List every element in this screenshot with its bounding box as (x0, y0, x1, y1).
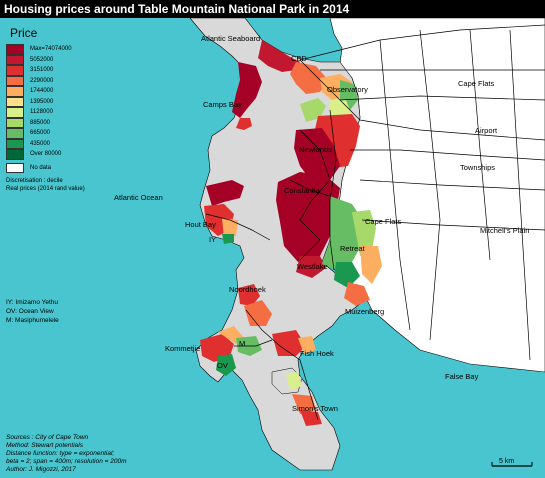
legend-class: 1395000 (6, 96, 126, 107)
legend-class-label: 1395000 (30, 98, 54, 105)
legend-note: Discretisation : decile Real prices (201… (6, 177, 126, 193)
abbr-iy: IY: Imizamo Yethu (6, 299, 59, 306)
legend-swatch (6, 65, 24, 76)
place-noordhoek: Noordhoek (229, 285, 266, 294)
credit-author: Author: J. Migozzi, 2017 (6, 466, 76, 473)
place-iy: IY (209, 235, 216, 244)
legend-swatch (6, 149, 24, 160)
place-mitchells-plain: Mitchell's Plain (480, 226, 529, 235)
place-townships: Townships (460, 163, 495, 172)
place-fish-hoek: Fish Hoek (300, 349, 334, 358)
road-network (205, 24, 545, 421)
legend-swatch (6, 54, 24, 65)
place-atlantic-seaboard: Atlantic Seaboard (201, 34, 260, 43)
map-svg: Atlantic Seaboard CBD Observatory Camps … (0, 17, 545, 478)
legend-class-label: 435000 (30, 140, 51, 147)
legend-swatch (6, 44, 24, 55)
place-kommetjie: Kommetjie (165, 344, 200, 353)
legend-class: 3151000 (6, 65, 126, 76)
legend-swatch (6, 75, 24, 86)
place-newlands: Newlands (299, 145, 332, 154)
legend-class-label: 1744000 (30, 88, 54, 95)
place-constantia: Constantia (284, 186, 321, 195)
place-cape-flats-small: Cape Flats (365, 217, 402, 226)
legend-class-label: 665000 (30, 130, 51, 137)
legend-class: 2290000 (6, 75, 126, 86)
legend-title: Price (10, 26, 38, 40)
legend-class-label: 3151000 (30, 67, 54, 74)
legend-class: Max=74074000 (6, 44, 126, 55)
credit-method: Method: Stewart potentials (6, 442, 83, 449)
credit-sources: Sources : City of Cape Town (6, 434, 89, 441)
legend-class: 435000 (6, 138, 126, 149)
legend: Price Max=74074000 5052000 3151000 2290000 1… (6, 26, 126, 193)
abbr-m: M: Masiphumelele (6, 317, 59, 324)
legend-class: 1744000 (6, 86, 126, 97)
legend-class: 1128000 (6, 107, 126, 118)
place-ov: OV (217, 361, 228, 370)
abbr-ov: OV: Ocean View (6, 308, 54, 315)
legend-nodata-swatch (6, 162, 24, 173)
legend-class-label: 2290000 (30, 77, 54, 84)
credits: Sources : City of Cape Town Method: Stew… (6, 434, 127, 474)
place-simons-town: Simon's Town (292, 404, 338, 413)
scale-bar (491, 462, 533, 467)
legend-swatch (6, 117, 24, 128)
place-westlake: Westlake (297, 262, 328, 271)
legend-nodata: No data (6, 162, 126, 173)
place-hout-bay: Hout Bay (185, 220, 216, 229)
legend-class-label: Max=74074000 (30, 46, 72, 53)
place-cape-flats: Cape Flats (458, 79, 495, 88)
title-bar: Housing prices around Table Mountain Nat… (0, 0, 545, 18)
scale-bar-label: 5 km (499, 458, 515, 465)
legend-class: 885000 (6, 117, 126, 128)
legend-class: 5052000 (6, 54, 126, 65)
legend-nodata-label: No data (30, 164, 52, 171)
abbreviations: IY: Imizamo Yethu OV: Ocean View M: Masi… (6, 298, 59, 325)
place-false-bay: False Bay (445, 372, 479, 381)
legend-class-label: 5052000 (30, 56, 54, 63)
credit-params: beta = 2; span = 400m; resolution = 200m (6, 458, 127, 465)
legend-class: Over 80000 (6, 149, 126, 160)
credit-distance: Distance function: type = exponential; (6, 450, 115, 457)
place-observatory: Observatory (327, 85, 368, 94)
legend-swatch (6, 128, 24, 139)
legend-class-label: 1128000 (30, 109, 53, 116)
place-camps-bay: Camps Bay (203, 100, 242, 109)
legend-note-line2: Real prices (2014 rand value) (6, 186, 85, 192)
legend-class-label: Over 80000 (30, 151, 62, 158)
map-title: Housing prices around Table Mountain Nat… (4, 2, 350, 16)
legend-note-line1: Discretisation : decile (6, 178, 63, 184)
place-atlantic-ocean: Atlantic Ocean (114, 193, 163, 202)
legend-classes: Max=74074000 5052000 3151000 2290000 1744000… (6, 44, 126, 160)
legend-class: 665000 (6, 128, 126, 139)
map-canvas: Atlantic Seaboard CBD Observatory Camps … (0, 17, 545, 478)
place-airport: Airport (475, 126, 498, 135)
place-m: M (239, 339, 245, 348)
legend-class-label: 885000 (30, 119, 51, 126)
legend-swatch (6, 138, 24, 149)
place-retreat: Retreat (340, 244, 366, 253)
legend-swatch (6, 86, 24, 97)
legend-swatch (6, 96, 24, 107)
legend-swatch (6, 107, 24, 118)
place-muizenberg: Muizenberg (345, 307, 384, 316)
place-cbd: CBD (291, 54, 307, 63)
